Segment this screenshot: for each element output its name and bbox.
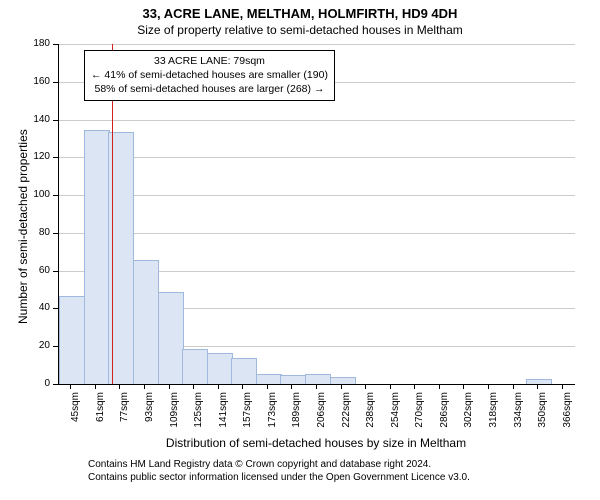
x-tick-mark <box>537 384 538 389</box>
histogram-bar <box>84 130 110 384</box>
histogram-bar <box>231 358 257 384</box>
y-tick-mark <box>53 157 58 158</box>
y-tick-mark <box>53 384 58 385</box>
histogram-bar <box>526 379 552 384</box>
x-tick-label: 173sqm <box>267 392 278 442</box>
x-tick-mark <box>341 384 342 389</box>
histogram-bar <box>182 349 208 384</box>
y-tick-mark <box>53 346 58 347</box>
x-tick-label: 270sqm <box>414 392 425 442</box>
x-tick-mark <box>218 384 219 389</box>
x-tick-label: 302sqm <box>463 392 474 442</box>
gridline <box>59 233 575 234</box>
x-tick-label: 222sqm <box>341 392 352 442</box>
x-tick-mark <box>513 384 514 389</box>
y-tick-label: 180 <box>26 38 50 49</box>
chart-subtitle: Size of property relative to semi-detach… <box>0 21 600 37</box>
y-tick-label: 40 <box>26 302 50 313</box>
y-tick-label: 100 <box>26 189 50 200</box>
y-tick-mark <box>53 233 58 234</box>
annotation-box: 33 ACRE LANE: 79sqm ← 41% of semi-detach… <box>84 50 335 101</box>
y-tick-mark <box>53 271 58 272</box>
histogram-bar <box>256 374 282 384</box>
x-tick-mark <box>439 384 440 389</box>
x-tick-label: 350sqm <box>537 392 548 442</box>
gridline <box>59 195 575 196</box>
x-tick-mark <box>463 384 464 389</box>
y-tick-label: 120 <box>26 151 50 162</box>
histogram-bar <box>59 296 85 384</box>
histogram-bar <box>158 292 184 384</box>
x-tick-mark <box>562 384 563 389</box>
x-tick-mark <box>169 384 170 389</box>
histogram-bar <box>207 353 233 384</box>
x-tick-label: 61sqm <box>95 392 106 442</box>
x-tick-label: 318sqm <box>488 392 499 442</box>
x-tick-mark <box>70 384 71 389</box>
footer-line-1: Contains HM Land Registry data © Crown c… <box>88 458 470 471</box>
x-tick-mark <box>291 384 292 389</box>
x-tick-label: 157sqm <box>242 392 253 442</box>
gridline <box>59 157 575 158</box>
x-tick-mark <box>119 384 120 389</box>
x-tick-label: 109sqm <box>169 392 180 442</box>
y-tick-label: 0 <box>26 378 50 389</box>
x-tick-label: 189sqm <box>291 392 302 442</box>
histogram-bar <box>330 377 356 384</box>
x-tick-label: 254sqm <box>390 392 401 442</box>
histogram-bar <box>305 374 331 384</box>
y-tick-mark <box>53 44 58 45</box>
x-tick-label: 366sqm <box>562 392 573 442</box>
x-tick-mark <box>488 384 489 389</box>
x-tick-mark <box>242 384 243 389</box>
y-tick-mark <box>53 195 58 196</box>
x-tick-mark <box>267 384 268 389</box>
footer-line-2: Contains public sector information licen… <box>88 471 470 484</box>
x-tick-label: 206sqm <box>316 392 327 442</box>
gridline <box>59 120 575 121</box>
x-tick-label: 125sqm <box>193 392 204 442</box>
x-tick-label: 238sqm <box>365 392 376 442</box>
annotation-line-3: 58% of semi-detached houses are larger (… <box>91 82 328 96</box>
y-tick-mark <box>53 120 58 121</box>
y-tick-label: 160 <box>26 76 50 87</box>
y-tick-mark <box>53 82 58 83</box>
x-tick-mark <box>144 384 145 389</box>
page-title: 33, ACRE LANE, MELTHAM, HOLMFIRTH, HD9 4… <box>0 0 600 21</box>
x-tick-mark <box>95 384 96 389</box>
y-tick-label: 140 <box>26 114 50 125</box>
y-tick-label: 80 <box>26 227 50 238</box>
attribution-footer: Contains HM Land Registry data © Crown c… <box>88 458 470 484</box>
x-tick-mark <box>414 384 415 389</box>
x-tick-label: 334sqm <box>513 392 524 442</box>
x-tick-mark <box>365 384 366 389</box>
gridline <box>59 44 575 45</box>
x-tick-label: 45sqm <box>70 392 81 442</box>
annotation-line-1: 33 ACRE LANE: 79sqm <box>91 54 328 68</box>
y-tick-mark <box>53 308 58 309</box>
x-tick-mark <box>390 384 391 389</box>
x-tick-label: 286sqm <box>439 392 450 442</box>
annotation-line-2: ← 41% of semi-detached houses are smalle… <box>91 68 328 82</box>
y-tick-label: 60 <box>26 265 50 276</box>
x-tick-label: 93sqm <box>144 392 155 442</box>
histogram-bar <box>133 260 159 384</box>
x-tick-label: 77sqm <box>119 392 130 442</box>
x-tick-label: 141sqm <box>218 392 229 442</box>
x-tick-mark <box>193 384 194 389</box>
histogram-bar <box>280 375 306 384</box>
y-tick-label: 20 <box>26 340 50 351</box>
x-tick-mark <box>316 384 317 389</box>
